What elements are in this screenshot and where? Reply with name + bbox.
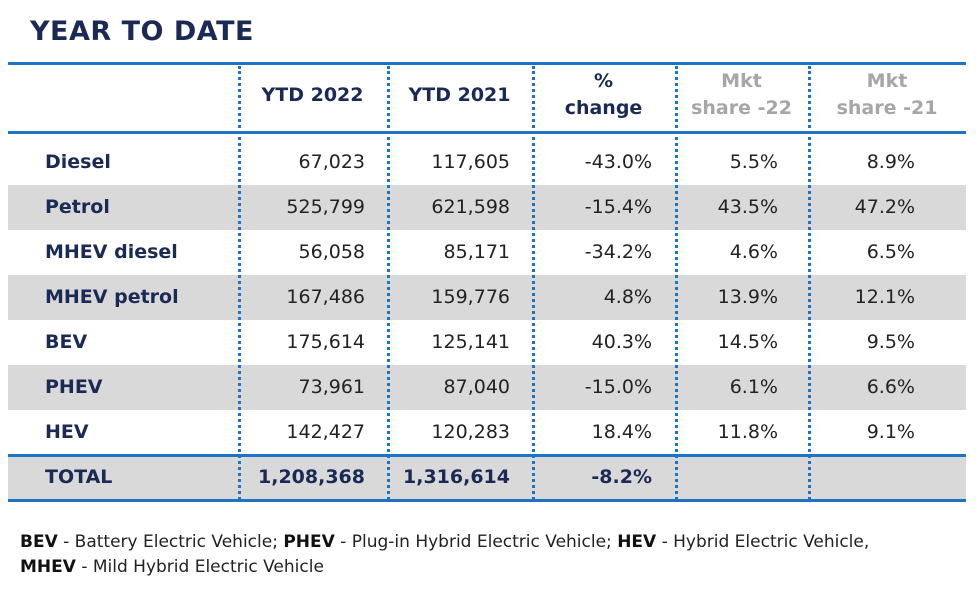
cell: 4.6% xyxy=(729,241,778,263)
column-header: YTD 2022 xyxy=(238,82,387,109)
row-band xyxy=(8,275,966,320)
header-line: share -22 xyxy=(691,97,792,119)
cell: 525,799 xyxy=(286,196,365,218)
cell: -15.4% xyxy=(584,196,652,218)
rule xyxy=(8,62,966,65)
cell: 6.1% xyxy=(729,376,778,398)
cell: 167,486 xyxy=(286,286,365,308)
cell: 11.8% xyxy=(717,421,778,443)
cell: 159,776 xyxy=(431,286,510,308)
row-label: BEV xyxy=(45,331,88,353)
cell: 67,023 xyxy=(298,151,365,173)
definition: - Mild Hybrid Electric Vehicle xyxy=(75,557,324,577)
rule xyxy=(8,454,966,457)
cell: -8.2% xyxy=(591,466,652,488)
cell: 6.6% xyxy=(866,376,915,398)
cell: -34.2% xyxy=(584,241,652,263)
header-line: Mkt xyxy=(721,70,762,92)
cell: 120,283 xyxy=(431,421,510,443)
header-line: YTD 2021 xyxy=(408,84,511,106)
cell: 1,316,614 xyxy=(403,466,510,488)
cell: -15.0% xyxy=(584,376,652,398)
row-label: Diesel xyxy=(45,151,111,173)
definition: - Battery Electric Vehicle; xyxy=(57,532,284,552)
abbreviation: HEV xyxy=(617,532,657,552)
cell: 87,040 xyxy=(443,376,510,398)
row-label: MHEV diesel xyxy=(45,241,178,263)
row-label: TOTAL xyxy=(45,466,113,488)
cell: 6.5% xyxy=(866,241,915,263)
column-header: % change xyxy=(532,68,675,122)
row-label: PHEV xyxy=(45,376,103,398)
column-header: Mkt share -22 xyxy=(675,68,808,122)
cell: 12.1% xyxy=(854,286,915,308)
footnote-line: BEV - Battery Electric Vehicle; PHEV - P… xyxy=(20,530,869,555)
definition: - Plug-in Hybrid Electric Vehicle; xyxy=(334,532,618,552)
header-line: share -21 xyxy=(836,97,938,119)
cell: 85,171 xyxy=(443,241,510,263)
cell: 8.9% xyxy=(866,151,915,173)
column-separator xyxy=(675,66,678,500)
cell: 18.4% xyxy=(591,421,652,443)
cell: 56,058 xyxy=(298,241,365,263)
cell: 175,614 xyxy=(286,331,365,353)
cell: 13.9% xyxy=(717,286,778,308)
cell: -43.0% xyxy=(584,151,652,173)
column-header: YTD 2021 xyxy=(387,82,532,109)
header-line: change xyxy=(564,97,643,119)
abbreviation: PHEV xyxy=(283,532,335,552)
cell: 117,605 xyxy=(431,151,510,173)
row-label: Petrol xyxy=(45,196,110,218)
cell: 4.8% xyxy=(603,286,652,308)
column-separator xyxy=(532,66,535,500)
definition: - Hybrid Electric Vehicle, xyxy=(656,532,870,552)
header-line: Mkt xyxy=(866,70,908,92)
cell: 9.5% xyxy=(866,331,915,353)
column-separator xyxy=(238,66,241,500)
column-separator xyxy=(387,66,390,500)
abbreviation: MHEV xyxy=(20,557,76,577)
column-separator xyxy=(808,66,811,500)
cell: 40.3% xyxy=(591,331,652,353)
header-line: % xyxy=(593,70,614,92)
row-label: MHEV petrol xyxy=(45,286,179,308)
cell: 621,598 xyxy=(431,196,510,218)
row-label: HEV xyxy=(45,421,89,443)
row-band xyxy=(8,185,966,230)
cell: 14.5% xyxy=(717,331,778,353)
abbreviation: BEV xyxy=(20,532,58,552)
cell: 9.1% xyxy=(866,421,915,443)
header-line: YTD 2022 xyxy=(261,84,364,106)
row-band xyxy=(8,455,966,500)
cell: 125,141 xyxy=(431,331,510,353)
cell: 47.2% xyxy=(854,196,915,218)
column-header: Mkt share -21 xyxy=(808,68,966,122)
title: YEAR TO DATE xyxy=(30,16,254,47)
cell: 73,961 xyxy=(298,376,365,398)
footnote-line: MHEV - Mild Hybrid Electric Vehicle xyxy=(20,555,324,580)
cell: 142,427 xyxy=(286,421,365,443)
cell: 1,208,368 xyxy=(258,466,365,488)
rule xyxy=(8,131,966,134)
cell: 5.5% xyxy=(729,151,778,173)
row-band xyxy=(8,365,966,410)
cell: 43.5% xyxy=(717,196,778,218)
rule xyxy=(8,499,966,502)
